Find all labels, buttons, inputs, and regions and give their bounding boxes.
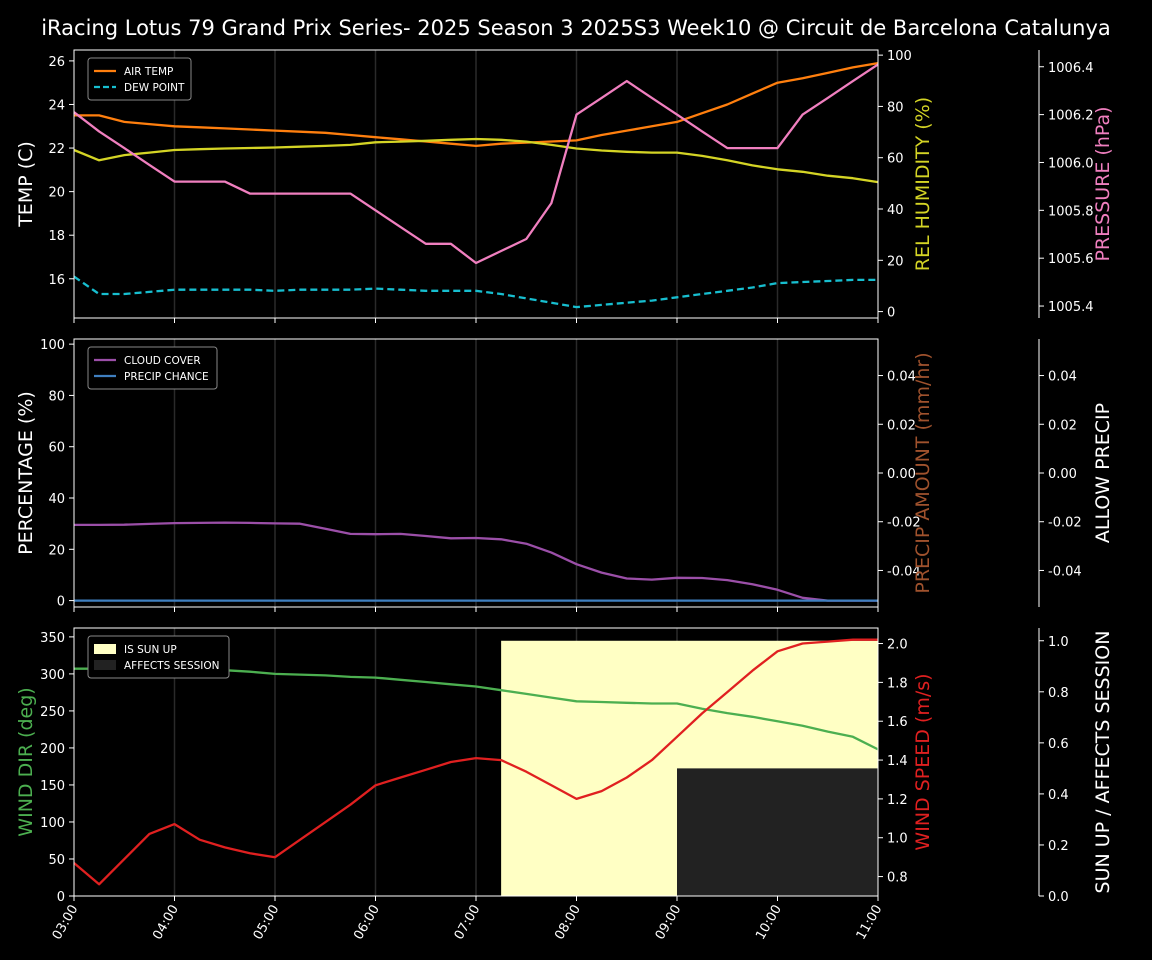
legend-label: DEW POINT <box>124 82 185 94</box>
legend: IS SUN UP AFFECTS SESSION <box>87 635 230 679</box>
y2-tick-label: 100 <box>887 49 912 64</box>
y2-tick-label: 1.0 <box>887 832 908 847</box>
y3-tick-label: 0.00 <box>1048 467 1077 482</box>
y3-tick-label: 0.0 <box>1048 890 1069 905</box>
y-tick-label: 18 <box>48 229 65 244</box>
series-dew-point <box>73 275 878 309</box>
y-tick-label: 150 <box>40 779 65 794</box>
y2-tick-label: 0 <box>887 306 895 321</box>
y3-tick-label: -0.04 <box>1048 564 1082 579</box>
y-tick-label: 40 <box>48 492 65 507</box>
y2-axis-label: WIND SPEED (m/s) <box>912 673 934 850</box>
y-tick-label: 26 <box>48 55 65 70</box>
y3-tick-label: 0.02 <box>1048 418 1077 433</box>
y3-tick-label: -0.02 <box>1048 516 1082 531</box>
y2-tick-label: -0.04 <box>887 564 921 579</box>
y2-tick-label: 1.6 <box>887 715 908 730</box>
series-wind-speed <box>73 638 878 886</box>
y2-axis-label: REL HUMIDITY (%) <box>912 97 934 271</box>
legend-label: IS SUN UP <box>124 644 177 656</box>
legend-swatch <box>94 660 116 670</box>
y-tick-label: 60 <box>48 441 65 456</box>
y3-tick-label: 1006.2 <box>1048 109 1094 124</box>
y2-tick-label: 2.0 <box>887 638 908 653</box>
y3-tick-label: 1005.4 <box>1048 300 1094 315</box>
y2-tick-label: 0.00 <box>887 467 916 482</box>
legend-label: CLOUD COVER <box>124 355 201 367</box>
y-tick-label: 50 <box>48 853 65 868</box>
panel-precipitation: 0 20 40 60 80 100 -0.04 -0.02 0.00 0.02 0.04 -0.04 -… <box>15 338 1114 612</box>
y-axis-label: PERCENTAGE (%) <box>15 391 37 555</box>
y-tick-label: 300 <box>40 668 65 683</box>
y3-tick-label: 0.6 <box>1048 737 1069 752</box>
y2-tick-label: 60 <box>887 152 904 167</box>
legend-box <box>87 346 218 390</box>
y-tick-label: 100 <box>40 816 65 831</box>
legend-label: AFFECTS SESSION <box>124 660 220 672</box>
y-tick-label: 22 <box>48 142 65 157</box>
y3-axis-label: PRESSURE (hPa) <box>1092 106 1114 261</box>
legend-box <box>87 57 192 101</box>
y3-tick-label: 1006.0 <box>1048 156 1094 171</box>
y2-tick-label: 0.02 <box>887 418 916 433</box>
y-tick-label: 250 <box>40 705 65 720</box>
y3-tick-label: 1005.6 <box>1048 252 1094 267</box>
y2-tick-label: 1.4 <box>887 754 908 769</box>
y2-tick-label: 80 <box>887 100 904 115</box>
y-tick-label: 20 <box>48 186 65 201</box>
y-tick-label: 350 <box>40 631 65 646</box>
series-cloud-cover <box>74 521 878 602</box>
y-tick-label: 200 <box>40 742 65 757</box>
y3-axis-label: SUN UP / AFFECTS SESSION <box>1092 631 1114 894</box>
panel-wind: 0 50 100 150 200 250 300 350 0.8 1.0 1.2 1.4 1.6 1.8 2… <box>15 627 1114 905</box>
y-tick-label: 20 <box>48 543 65 558</box>
y2-tick-label: 0.8 <box>887 871 908 886</box>
y-tick-label: 0 <box>57 595 65 610</box>
y-tick-label: 100 <box>40 338 65 353</box>
chart-title: iRacing Lotus 79 Grand Prix Series- 2025… <box>41 16 1111 40</box>
series-pressure <box>73 63 879 265</box>
y3-tick-label: 0.8 <box>1048 686 1069 701</box>
y-tick-label: 24 <box>48 98 65 113</box>
legend-label: AIR TEMP <box>124 66 173 78</box>
y-tick-label: 16 <box>48 273 65 288</box>
y3-tick-label: 1.0 <box>1048 635 1069 650</box>
y2-tick-label: 0.04 <box>887 370 916 385</box>
legend: AIR TEMP DEW POINT <box>87 57 192 101</box>
legend-box <box>87 635 230 679</box>
y2-axis-label: PRECIP AMOUNT (mm/hr) <box>912 352 934 593</box>
y2-tick-label: 1.8 <box>887 676 908 691</box>
y3-tick-label: 1005.8 <box>1048 204 1094 219</box>
series-rel-humidity <box>73 137 879 184</box>
y3-tick-label: 0.2 <box>1048 839 1069 854</box>
legend: CLOUD COVER PRECIP CHANCE <box>87 346 218 390</box>
y2-tick-label: 1.2 <box>887 793 908 808</box>
y3-axis-label: ALLOW PRECIP <box>1092 403 1114 543</box>
y3-tick-label: 1006.4 <box>1048 61 1094 76</box>
legend-swatch <box>94 644 116 654</box>
y2-tick-label: 20 <box>887 254 904 269</box>
y-axis-label: WIND DIR (deg) <box>15 687 37 836</box>
series-air-temp <box>74 61 879 148</box>
y-tick-label: 0 <box>57 890 65 905</box>
y2-tick-label: -0.02 <box>887 516 921 531</box>
y3-tick-label: 0.4 <box>1048 788 1069 803</box>
panel-temperature: 16 18 20 22 24 26 0 20 40 60 80 100 1005.4 1005.6 1005… <box>15 49 1114 323</box>
y-axis-label: TEMP (C) <box>15 141 37 228</box>
area-affects-session <box>677 768 878 896</box>
legend-label: PRECIP CHANCE <box>124 371 209 383</box>
y3-tick-label: 0.04 <box>1048 370 1077 385</box>
y-tick-label: 80 <box>48 389 65 404</box>
y2-tick-label: 40 <box>887 203 904 218</box>
